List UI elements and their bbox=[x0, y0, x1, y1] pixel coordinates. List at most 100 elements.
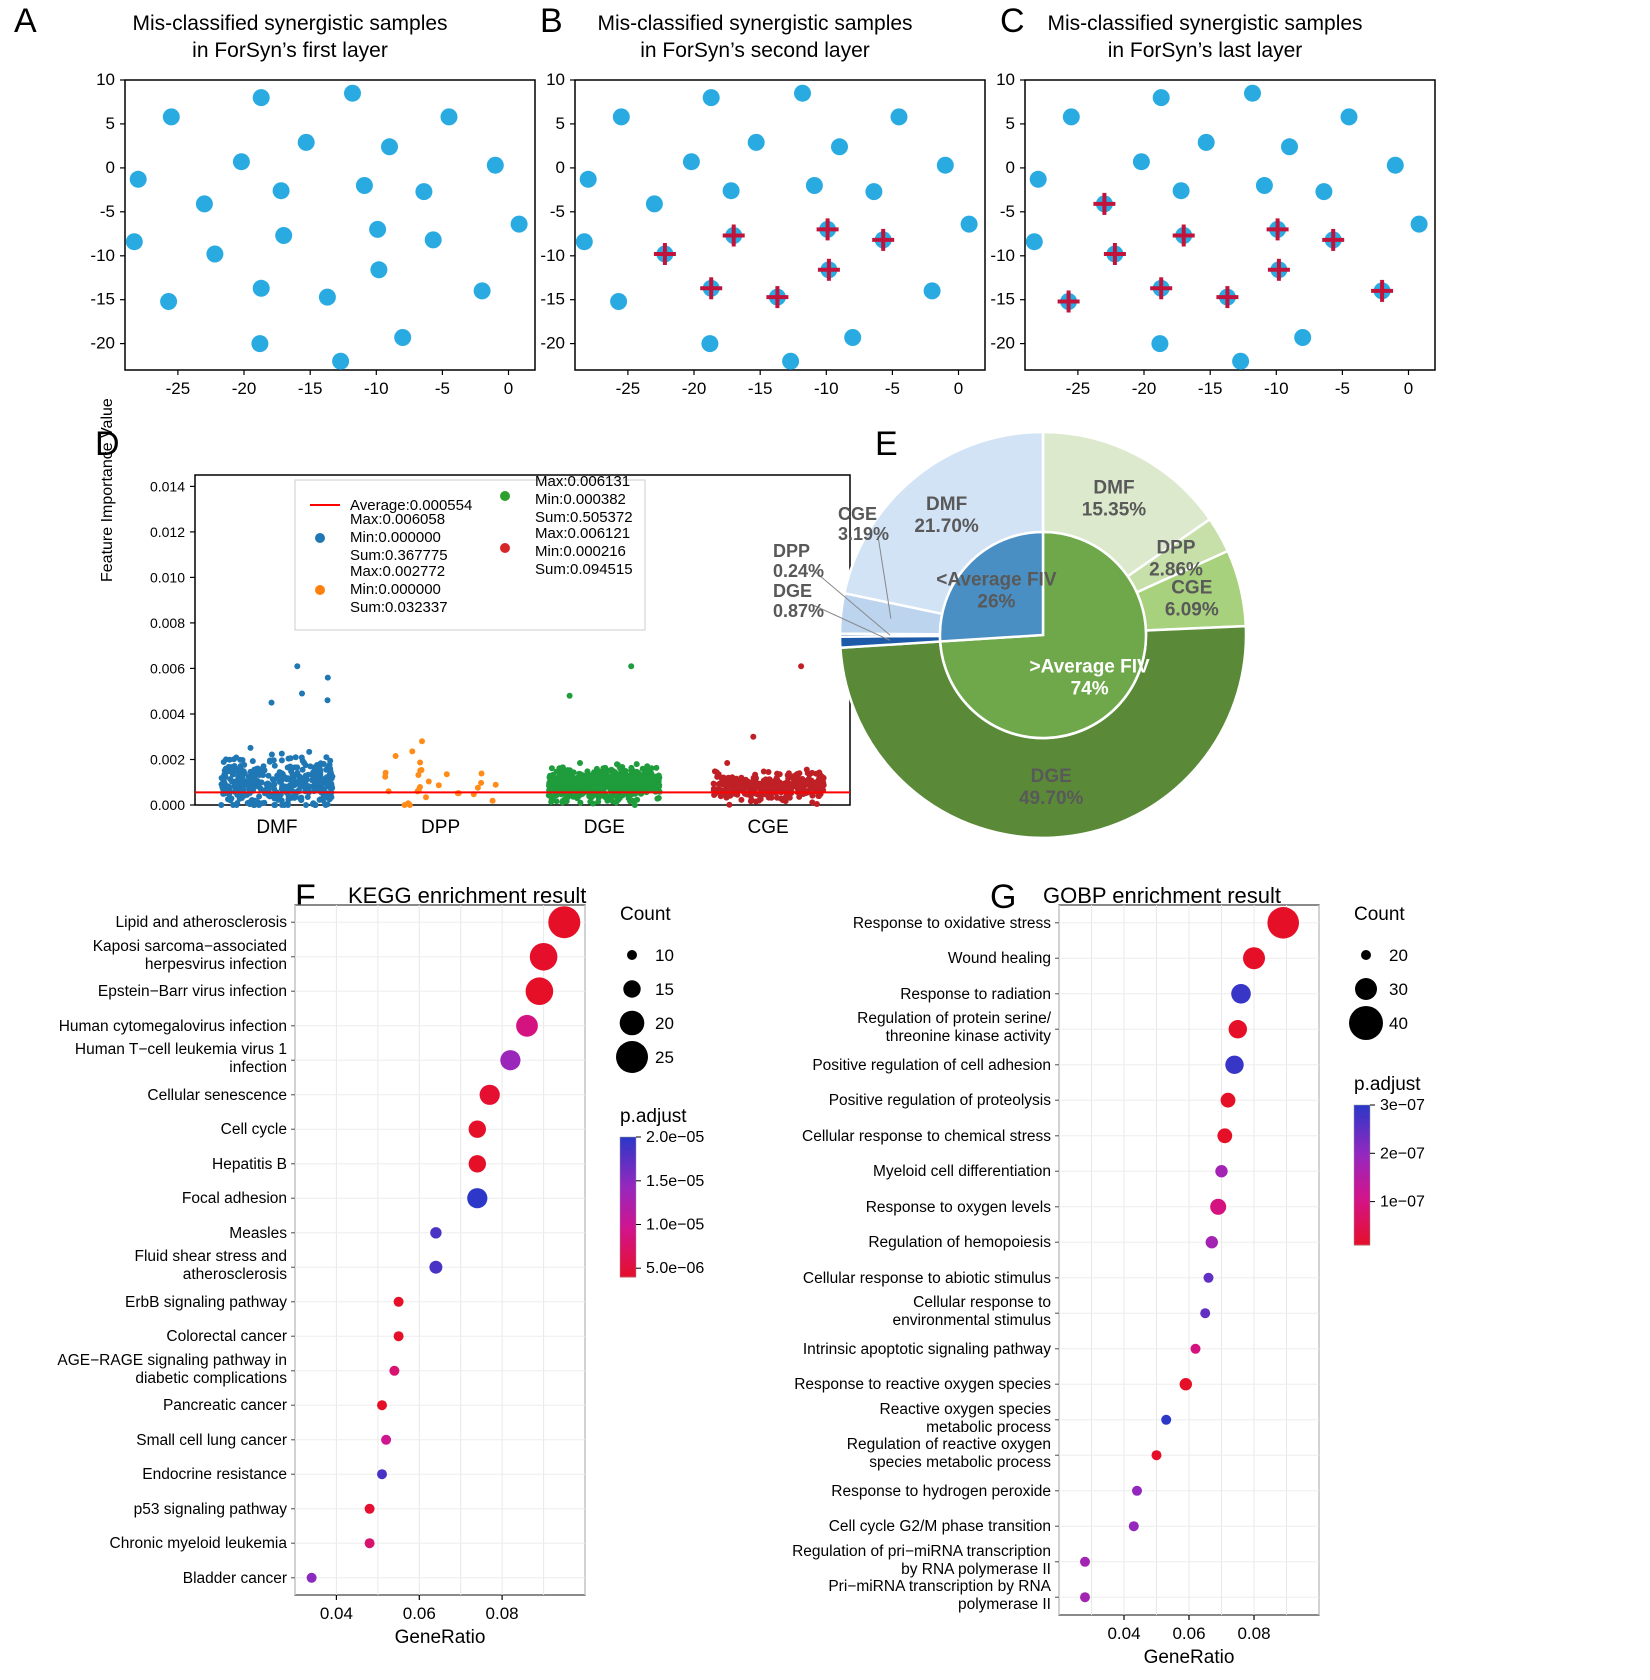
svg-text:metabolic process: metabolic process bbox=[926, 1419, 1051, 1436]
svg-text:0: 0 bbox=[954, 379, 963, 398]
svg-text:Positive regulation of proteol: Positive regulation of proteolysis bbox=[829, 1092, 1052, 1109]
svg-text:CGE: CGE bbox=[1171, 577, 1212, 598]
svg-text:Min:0.000382: Min:0.000382 bbox=[535, 491, 626, 508]
svg-text:-20: -20 bbox=[1132, 379, 1157, 398]
svg-text:5: 5 bbox=[556, 114, 565, 133]
svg-text:Epstein−Barr virus infection: Epstein−Barr virus infection bbox=[98, 983, 287, 1000]
svg-text:-15: -15 bbox=[90, 290, 115, 309]
svg-text:Sum:0.367775: Sum:0.367775 bbox=[350, 547, 448, 564]
svg-text:species metabolic process: species metabolic process bbox=[869, 1454, 1051, 1471]
svg-text:Chronic myeloid leukemia: Chronic myeloid leukemia bbox=[110, 1535, 288, 1552]
svg-text:Focal adhesion: Focal adhesion bbox=[182, 1190, 287, 1207]
svg-text:-20: -20 bbox=[90, 334, 115, 353]
svg-text:Regulation of hemopoiesis: Regulation of hemopoiesis bbox=[868, 1234, 1051, 1251]
svg-text:5.0e−06: 5.0e−06 bbox=[646, 1260, 704, 1277]
svg-text:1e−07: 1e−07 bbox=[1380, 1194, 1425, 1211]
svg-text:-15: -15 bbox=[1198, 379, 1223, 398]
svg-text:AGE−RAGE signaling pathway in: AGE−RAGE signaling pathway in bbox=[57, 1352, 287, 1369]
svg-text:DMF: DMF bbox=[256, 817, 297, 838]
svg-text:Sum:0.505372: Sum:0.505372 bbox=[535, 509, 633, 526]
svg-text:Myeloid cell differentiation: Myeloid cell differentiation bbox=[873, 1163, 1051, 1180]
svg-text:p.adjust: p.adjust bbox=[1354, 1074, 1421, 1095]
svg-text:-5: -5 bbox=[435, 379, 450, 398]
svg-text:DGE: DGE bbox=[1031, 766, 1072, 787]
svg-text:DMF: DMF bbox=[1093, 477, 1134, 498]
svg-text:0.014: 0.014 bbox=[150, 478, 185, 494]
svg-text:-10: -10 bbox=[814, 379, 839, 398]
svg-text:74%: 74% bbox=[1071, 679, 1109, 700]
svg-text:0.010: 0.010 bbox=[150, 569, 185, 585]
svg-text:-10: -10 bbox=[1264, 379, 1289, 398]
svg-text:DPP: DPP bbox=[773, 541, 810, 561]
svg-text:GeneRatio: GeneRatio bbox=[395, 1627, 486, 1648]
svg-text:Cellular senescence: Cellular senescence bbox=[147, 1087, 287, 1104]
svg-text:0.06: 0.06 bbox=[1172, 1624, 1205, 1643]
svg-text:Hepatitis B: Hepatitis B bbox=[212, 1156, 287, 1173]
svg-text:DPP: DPP bbox=[1156, 537, 1195, 558]
svg-text:Max:0.006058: Max:0.006058 bbox=[350, 511, 445, 528]
svg-text:0.04: 0.04 bbox=[320, 1604, 353, 1623]
svg-text:Endocrine resistance: Endocrine resistance bbox=[142, 1466, 287, 1483]
svg-text:6.09%: 6.09% bbox=[1165, 599, 1219, 620]
svg-text:-15: -15 bbox=[748, 379, 773, 398]
svg-text:Sum:0.032337: Sum:0.032337 bbox=[350, 599, 448, 616]
svg-text:Kaposi sarcoma−associated: Kaposi sarcoma−associated bbox=[93, 938, 287, 955]
svg-text:-10: -10 bbox=[540, 246, 565, 265]
svg-text:0.87%: 0.87% bbox=[773, 601, 824, 621]
svg-text:0.04: 0.04 bbox=[1107, 1624, 1140, 1643]
svg-text:-15: -15 bbox=[990, 290, 1015, 309]
svg-text:Regulation of reactive oxygen: Regulation of reactive oxygen bbox=[847, 1436, 1051, 1453]
svg-text:Pancreatic cancer: Pancreatic cancer bbox=[163, 1397, 287, 1414]
svg-text:-5: -5 bbox=[100, 202, 115, 221]
svg-text:DGE: DGE bbox=[584, 817, 625, 838]
svg-text:Cellular response to abiotic s: Cellular response to abiotic stimulus bbox=[803, 1270, 1051, 1287]
svg-text:Count: Count bbox=[620, 904, 671, 925]
svg-text:-20: -20 bbox=[682, 379, 707, 398]
svg-text:>Average FIV: >Average FIV bbox=[1029, 657, 1150, 678]
svg-text:Cell cycle: Cell cycle bbox=[221, 1121, 287, 1138]
svg-text:polymerase II: polymerase II bbox=[958, 1596, 1051, 1613]
svg-text:atherosclerosis: atherosclerosis bbox=[183, 1266, 287, 1283]
svg-text:Reactive oxygen species: Reactive oxygen species bbox=[880, 1401, 1052, 1418]
svg-text:ErbB signaling pathway: ErbB signaling pathway bbox=[125, 1294, 287, 1311]
svg-text:environmental stimulus: environmental stimulus bbox=[892, 1312, 1051, 1329]
svg-text:Response to oxygen levels: Response to oxygen levels bbox=[866, 1199, 1052, 1216]
svg-text:Count: Count bbox=[1354, 904, 1405, 925]
svg-text:21.70%: 21.70% bbox=[914, 516, 979, 537]
svg-text:10: 10 bbox=[655, 946, 674, 965]
svg-text:DGE: DGE bbox=[773, 581, 812, 601]
svg-text:0: 0 bbox=[1006, 158, 1015, 177]
svg-text:<Average FIV: <Average FIV bbox=[936, 569, 1057, 590]
svg-text:Max:0.006121: Max:0.006121 bbox=[535, 525, 630, 542]
svg-text:0.08: 0.08 bbox=[1237, 1624, 1270, 1643]
svg-text:DMF: DMF bbox=[926, 494, 967, 515]
svg-text:Cellular response to: Cellular response to bbox=[913, 1294, 1051, 1311]
svg-text:2.0e−05: 2.0e−05 bbox=[646, 1129, 704, 1146]
svg-text:-20: -20 bbox=[990, 334, 1015, 353]
svg-text:0: 0 bbox=[556, 158, 565, 177]
svg-text:-10: -10 bbox=[90, 246, 115, 265]
svg-text:0: 0 bbox=[1404, 379, 1413, 398]
svg-text:Response to radiation: Response to radiation bbox=[900, 986, 1051, 1003]
svg-text:Pri−miRNA transcription by RNA: Pri−miRNA transcription by RNA bbox=[828, 1578, 1051, 1595]
svg-text:-5: -5 bbox=[885, 379, 900, 398]
svg-text:Response to reactive oxygen sp: Response to reactive oxygen species bbox=[794, 1376, 1051, 1393]
svg-text:0.006: 0.006 bbox=[150, 660, 185, 676]
svg-text:p53 signaling pathway: p53 signaling pathway bbox=[134, 1501, 288, 1518]
svg-text:infection: infection bbox=[229, 1059, 287, 1076]
svg-text:10: 10 bbox=[546, 70, 565, 89]
svg-text:30: 30 bbox=[1389, 980, 1408, 999]
svg-text:Max:0.002772: Max:0.002772 bbox=[350, 563, 445, 580]
svg-text:1.5e−05: 1.5e−05 bbox=[646, 1173, 704, 1190]
svg-text:0.06: 0.06 bbox=[403, 1604, 436, 1623]
svg-text:26%: 26% bbox=[977, 591, 1015, 612]
svg-text:Min:0.000000: Min:0.000000 bbox=[350, 529, 441, 546]
svg-text:-25: -25 bbox=[616, 379, 641, 398]
svg-text:Cell cycle G2/M phase transiti: Cell cycle G2/M phase transition bbox=[829, 1518, 1051, 1535]
svg-text:Measles: Measles bbox=[229, 1225, 287, 1242]
svg-text:p.adjust: p.adjust bbox=[620, 1106, 687, 1127]
svg-text:by RNA polymerase II: by RNA polymerase II bbox=[901, 1561, 1051, 1578]
svg-text:Max:0.006131: Max:0.006131 bbox=[535, 473, 630, 490]
svg-text:2e−07: 2e−07 bbox=[1380, 1145, 1425, 1162]
svg-text:5: 5 bbox=[106, 114, 115, 133]
